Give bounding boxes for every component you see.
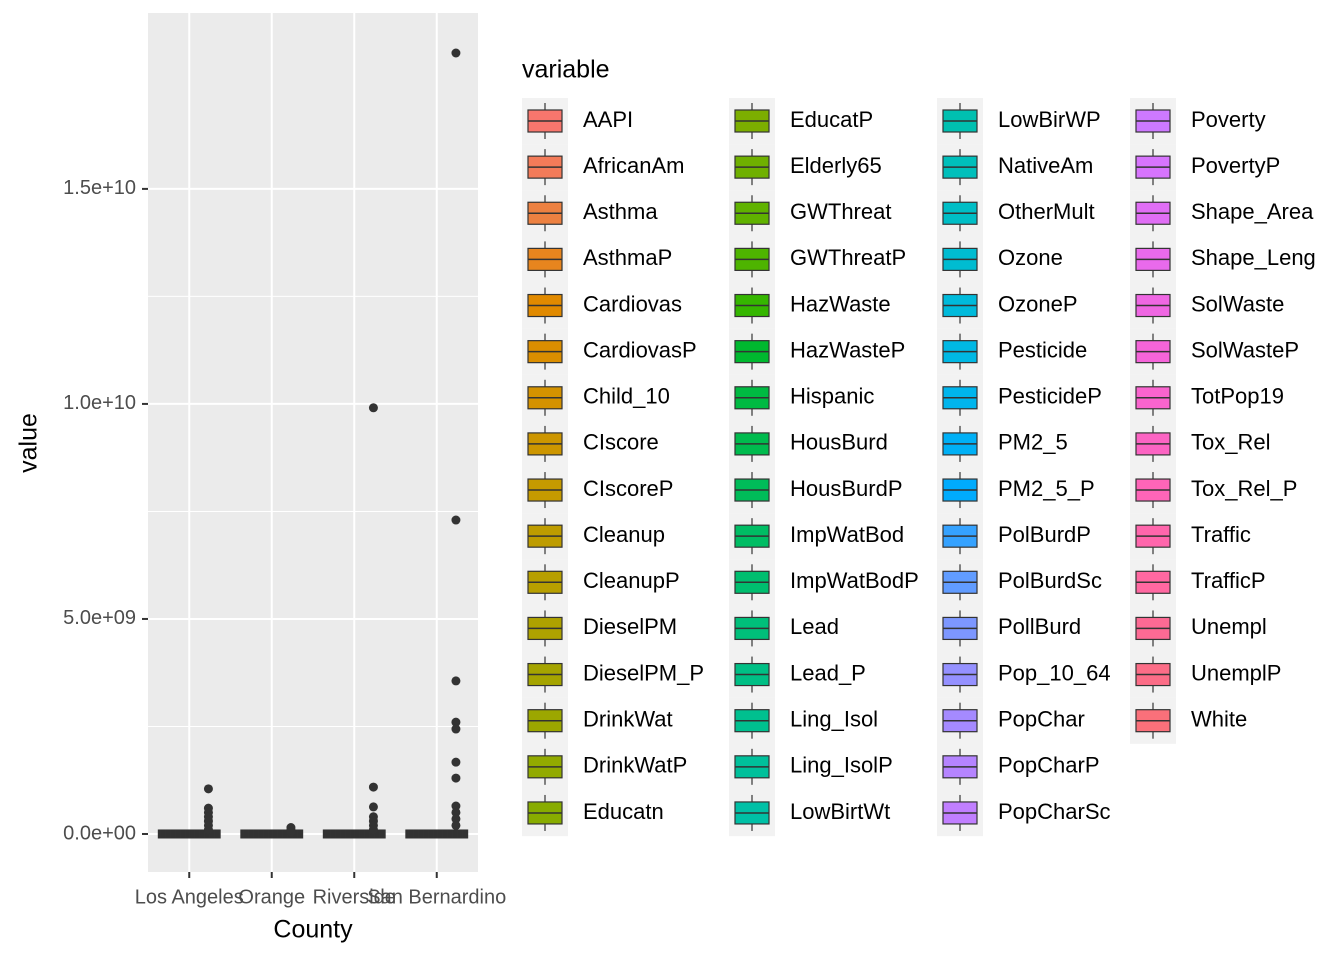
legend-label: PesticideP (998, 384, 1102, 409)
outlier (368, 825, 378, 835)
outlier (451, 820, 461, 830)
outlier (368, 802, 378, 812)
legend-label: NativeAm (998, 153, 1093, 178)
legend-label: PollBurd (998, 614, 1081, 639)
outlier (451, 717, 461, 727)
legend-label: GWThreat (790, 199, 891, 224)
legend-label: Pesticide (998, 337, 1087, 362)
outlier (451, 757, 461, 767)
legend-label: Hispanic (790, 384, 874, 409)
x-tick-label: Orange (238, 886, 305, 908)
legend-label: DrinkWat (583, 707, 673, 732)
outlier (368, 782, 378, 792)
legend-label: Asthma (583, 199, 658, 224)
outlier (451, 801, 461, 811)
collapsed-box (383, 829, 386, 839)
x-axis-title: County (273, 916, 353, 944)
outlier (451, 676, 461, 686)
legend-label: TotPop19 (1191, 384, 1284, 409)
legend-label: Traffic (1191, 522, 1251, 547)
outlier (203, 784, 213, 794)
outlier (368, 403, 378, 413)
outlier (451, 48, 461, 58)
legend-label: Lead (790, 614, 839, 639)
legend-label: Cleanup (583, 522, 665, 547)
legend-label: Shape_Leng (1191, 245, 1316, 270)
legend-label: White (1191, 707, 1247, 732)
legend-label: Ling_IsolP (790, 753, 893, 778)
collapsed-box (466, 829, 469, 839)
legend-label: Child_10 (583, 384, 670, 409)
legend-label: HousBurdP (790, 476, 903, 501)
y-tick-label: 1.0e+10 (63, 392, 136, 414)
legend-label: Educatn (583, 799, 664, 824)
legend-label: HazWaste (790, 291, 891, 316)
plot-panel (148, 13, 478, 872)
legend-title: variable (522, 56, 610, 84)
outlier (451, 515, 461, 525)
legend-label: SolWaste (1191, 291, 1284, 316)
x-tick-label: Riverside (313, 886, 396, 908)
legend-label: AAPI (583, 107, 633, 132)
legend-label: Tox_Rel (1191, 430, 1270, 455)
legend-label: CIscore (583, 430, 659, 455)
legend-label: Shape_Area (1191, 199, 1314, 224)
outlier (451, 814, 461, 824)
legend-label: LowBirtWt (790, 799, 890, 824)
legend-label: OzoneP (998, 291, 1078, 316)
legend-label: TrafficP (1191, 568, 1266, 593)
collapsed-box (218, 829, 221, 839)
outlier (451, 807, 461, 817)
legend-label: Tox_Rel_P (1191, 476, 1297, 501)
legend-label: PopCharP (998, 753, 1100, 778)
legend-label: HazWasteP (790, 337, 905, 362)
legend-label: ImpWatBod (790, 522, 904, 547)
legend-label: PolBurdSc (998, 568, 1102, 593)
legend-label: Unempl (1191, 614, 1267, 639)
legend-label: PM2_5 (998, 430, 1068, 455)
legend-label: GWThreatP (790, 245, 906, 270)
legend-label: EducatP (790, 107, 873, 132)
legend-label: Ozone (998, 245, 1063, 270)
legend-label: PolBurdP (998, 522, 1091, 547)
legend-label: Poverty (1191, 107, 1266, 132)
legend-label: DieselPM (583, 614, 677, 639)
legend-label: LowBirWP (998, 107, 1101, 132)
outlier (286, 827, 296, 837)
legend-label: PovertyP (1191, 153, 1280, 178)
legend-label: CIscoreP (583, 476, 673, 501)
x-tick-label: San Bernardino (367, 886, 506, 908)
legend-label: AsthmaP (583, 245, 672, 270)
legend-label: Ling_Isol (790, 707, 878, 732)
outlier (203, 825, 213, 835)
y-tick-label: 5.0e+09 (63, 607, 136, 629)
legend-label: CardiovasP (583, 337, 697, 362)
legend-label: ImpWatBodP (790, 568, 919, 593)
legend-label: Lead_P (790, 660, 866, 685)
legend-label: PopCharSc (998, 799, 1111, 824)
legend-label: PopChar (998, 707, 1085, 732)
legend-label: DieselPM_P (583, 660, 704, 685)
outlier (451, 724, 461, 734)
legend-label: CleanupP (583, 568, 680, 593)
legend-label: UnemplP (1191, 660, 1281, 685)
y-tick-label: 1.5e+10 (63, 177, 136, 199)
legend-label: HousBurd (790, 430, 888, 455)
y-axis-title: value (15, 413, 43, 473)
legend-label: SolWasteP (1191, 337, 1299, 362)
outlier (451, 773, 461, 783)
legend-label: OtherMult (998, 199, 1095, 224)
y-tick-label: 0.0e+00 (63, 822, 136, 844)
legend-label: Elderly65 (790, 153, 882, 178)
legend-label: Cardiovas (583, 291, 682, 316)
legend-label: AfricanAm (583, 153, 684, 178)
x-tick-label: Los Angeles (135, 886, 244, 908)
legend-label: DrinkWatP (583, 753, 687, 778)
legend-label: PM2_5_P (998, 476, 1095, 501)
legend-label: Pop_10_64 (998, 660, 1111, 685)
collapsed-box (301, 829, 304, 839)
